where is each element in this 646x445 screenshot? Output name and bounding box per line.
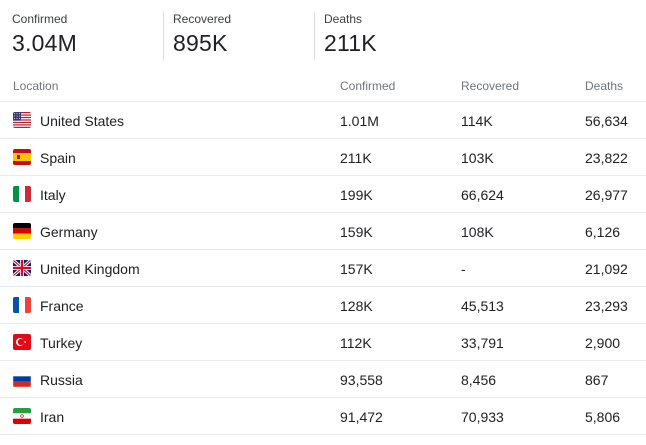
turkey-flag-icon	[13, 334, 31, 350]
cell-location: United Kingdom	[40, 261, 140, 277]
iran-flag-icon	[13, 408, 31, 424]
cell-confirmed: 93,558	[340, 372, 383, 388]
cases-table: Location Confirmed Recovered Deaths Unit…	[0, 70, 646, 435]
stat-confirmed-label: Confirmed	[12, 12, 68, 26]
cell-location: Spain	[40, 150, 76, 166]
table-row[interactable]: Italy 199K 66,624 26,977	[0, 176, 646, 213]
cell-recovered: 103K	[461, 150, 494, 166]
cell-deaths: 6,126	[585, 224, 621, 240]
cell-location: United States	[40, 113, 125, 129]
cell-deaths: 5,806	[585, 409, 621, 425]
cell-recovered: 66,624	[461, 187, 504, 203]
cell-confirmed: 211K	[340, 150, 372, 166]
cell-deaths: 23,293	[585, 298, 628, 314]
cell-location: Turkey	[40, 335, 83, 351]
cell-deaths: 2,900	[585, 335, 621, 351]
table-row[interactable]: Germany 159K 108K 6,126	[0, 213, 646, 250]
column-header-confirmed[interactable]: Confirmed	[340, 79, 396, 93]
stat-recovered-value: 895K	[173, 30, 228, 56]
table-row[interactable]: Spain 211K 103K 23,822	[0, 139, 646, 176]
stat-confirmed-value: 3.04M	[12, 30, 77, 56]
cell-location: Russia	[40, 372, 83, 388]
cell-confirmed: 199K	[340, 187, 373, 203]
table-header: Location Confirmed Recovered Deaths	[0, 70, 646, 102]
cell-recovered: 70,933	[461, 409, 504, 425]
cell-confirmed: 1.01M	[340, 113, 379, 129]
stat-deaths-value: 211K	[324, 30, 377, 56]
cell-confirmed: 157K	[340, 261, 373, 277]
cell-deaths: 26,977	[585, 187, 628, 203]
table-row[interactable]: Turkey 112K 33,791 2,900	[0, 324, 646, 361]
table-row[interactable]: United Kingdom 157K - 21,092	[0, 250, 646, 287]
stat-recovered-label: Recovered	[173, 12, 232, 26]
cell-deaths: 867	[585, 372, 609, 388]
spain-flag-icon	[13, 149, 31, 165]
table-row[interactable]: Russia 93,558 8,456 867	[0, 361, 646, 398]
table-row[interactable]: Iran 91,472 70,933 5,806	[0, 398, 646, 435]
column-header-deaths[interactable]: Deaths	[585, 79, 624, 93]
cell-deaths: 56,634	[585, 113, 628, 129]
column-header-location[interactable]: Location	[13, 79, 59, 93]
cell-confirmed: 91,472	[340, 409, 383, 425]
cell-recovered: -	[461, 261, 466, 277]
cell-deaths: 23,822	[585, 150, 628, 166]
column-header-recovered[interactable]: Recovered	[461, 79, 520, 93]
france-flag-icon	[13, 297, 31, 313]
stat-recovered: Recovered 895K	[163, 12, 323, 60]
cell-recovered: 114K	[461, 113, 493, 129]
cell-recovered: 33,791	[461, 335, 504, 351]
stat-deaths: Deaths 211K	[314, 12, 474, 60]
russia-flag-icon	[13, 371, 31, 387]
cell-location: Iran	[40, 409, 65, 425]
germany-flag-icon	[13, 223, 31, 239]
cell-confirmed: 128K	[340, 298, 373, 314]
cell-confirmed: 159K	[340, 224, 373, 240]
summary-stats: Confirmed 3.04M Recovered 895K Deaths 21…	[0, 0, 646, 62]
cell-location: Germany	[40, 224, 98, 240]
table-body: United States 1.01M 114K 56,634 Spain 211K 103…	[0, 102, 646, 435]
table-row[interactable]: France 128K 45,513 23,293	[0, 287, 646, 324]
stat-deaths-label: Deaths	[324, 12, 363, 26]
cell-location: France	[40, 298, 84, 314]
cell-recovered: 45,513	[461, 298, 504, 314]
uk-flag-icon	[13, 260, 31, 276]
cell-recovered: 108K	[461, 224, 494, 240]
cell-deaths: 21,092	[585, 261, 628, 277]
italy-flag-icon	[13, 186, 31, 202]
table-row[interactable]: United States 1.01M 114K 56,634	[0, 102, 646, 139]
cell-recovered: 8,456	[461, 372, 497, 388]
stat-confirmed: Confirmed 3.04M	[12, 12, 162, 60]
cell-location: Italy	[40, 187, 66, 203]
cell-confirmed: 112K	[340, 335, 372, 351]
us-flag-icon	[13, 112, 31, 128]
